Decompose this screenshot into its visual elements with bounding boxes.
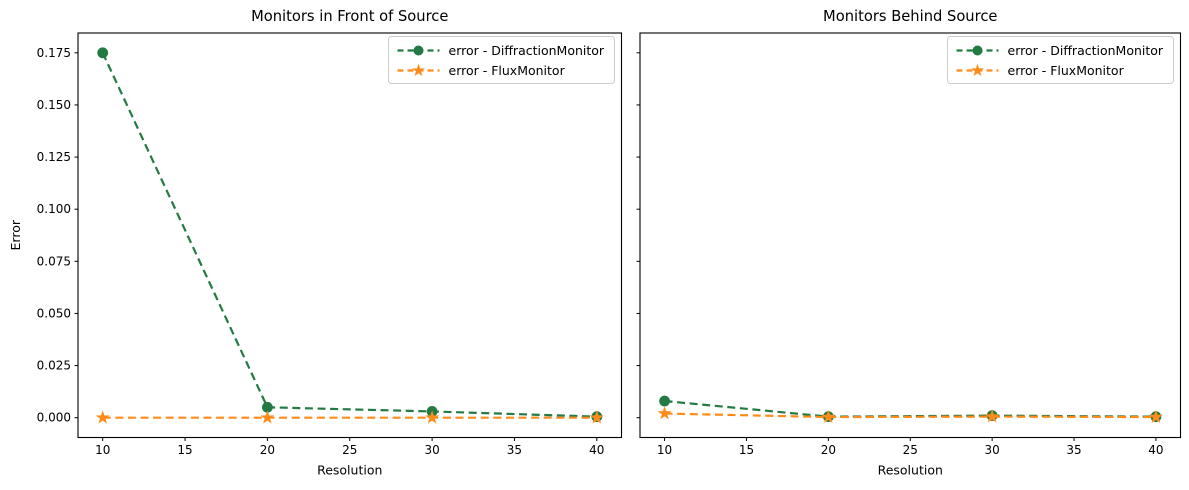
legend-circle-marker-icon bbox=[413, 45, 424, 56]
star-data-point-marker-icon bbox=[1148, 409, 1163, 423]
y-tick-label: 0.075 bbox=[37, 254, 71, 268]
legend-entry-0: error - DiffractionMonitor bbox=[397, 43, 605, 58]
legend-entry-0: error - DiffractionMonitor bbox=[956, 43, 1164, 58]
star-data-point-marker-icon bbox=[589, 410, 604, 424]
legend-label: error - DiffractionMonitor bbox=[449, 43, 605, 58]
axes-spines bbox=[639, 32, 1182, 439]
circle-data-point-marker-icon bbox=[262, 401, 273, 413]
legend-star-marker-icon bbox=[971, 63, 984, 76]
x-axis-label: Resolution bbox=[878, 463, 943, 478]
legend: error - DiffractionMonitor error - FluxMo… bbox=[388, 36, 615, 84]
y-tick-label: 0.025 bbox=[37, 359, 71, 373]
axes-spines bbox=[77, 32, 623, 439]
circle-data-point-marker-icon bbox=[659, 395, 670, 407]
subplot-0: Monitors in Front of Source 10 15 20 25 30 35 4… bbox=[8, 8, 623, 478]
x-tick-label: 40 bbox=[1148, 443, 1163, 457]
x-tick-label: 40 bbox=[589, 443, 604, 457]
y-tick-label: 0.125 bbox=[37, 150, 71, 164]
legend: error - DiffractionMonitor error - FluxMo… bbox=[947, 36, 1174, 84]
star-data-point-marker-icon bbox=[260, 410, 275, 424]
star-data-point-marker-icon bbox=[821, 409, 836, 423]
subplot-1: Monitors Behind Source 10 15 20 25 30 35 40 Reso… bbox=[636, 8, 1182, 478]
plot-title: Monitors Behind Source bbox=[823, 8, 997, 25]
y-tick-label: 0.050 bbox=[37, 306, 71, 320]
y-axis-label: Error bbox=[8, 219, 23, 250]
x-tick-label: 30 bbox=[985, 443, 1000, 457]
star-data-point-marker-icon bbox=[985, 409, 1000, 423]
y-tick-label: 0.000 bbox=[37, 411, 71, 425]
x-tick-label: 10 bbox=[657, 443, 672, 457]
plot-title: Monitors in Front of Source bbox=[251, 8, 448, 25]
x-tick-label: 35 bbox=[1066, 443, 1081, 457]
legend-label: error - FluxMonitor bbox=[1008, 63, 1125, 78]
star-data-point-marker-icon bbox=[95, 410, 110, 424]
x-tick-label: 20 bbox=[821, 443, 836, 457]
legend-entry-1: error - FluxMonitor bbox=[956, 63, 1125, 78]
x-tick-label: 25 bbox=[903, 443, 918, 457]
x-axis-label: Resolution bbox=[317, 463, 382, 478]
x-tick-label: 20 bbox=[260, 443, 275, 457]
star-data-point-marker-icon bbox=[425, 410, 440, 424]
star-data-point-marker-icon bbox=[657, 406, 672, 420]
series-line-1 bbox=[664, 412, 1156, 419]
x-tick-label: 30 bbox=[424, 443, 439, 457]
legend-label: error - DiffractionMonitor bbox=[1008, 43, 1164, 58]
y-tick-label: 0.175 bbox=[37, 46, 71, 60]
y-tick-label: 0.100 bbox=[37, 202, 71, 216]
x-tick-label: 10 bbox=[95, 443, 110, 457]
circle-data-point-marker-icon bbox=[97, 47, 109, 59]
series-line-0 bbox=[664, 399, 1156, 418]
x-tick-label: 35 bbox=[507, 443, 522, 457]
legend-star-marker-icon bbox=[412, 63, 425, 76]
legend-box bbox=[388, 36, 615, 84]
x-tick-label: 25 bbox=[342, 443, 357, 457]
x-tick-label: 15 bbox=[177, 443, 192, 457]
legend-box bbox=[947, 36, 1174, 84]
y-tick-label: 0.150 bbox=[37, 98, 71, 112]
x-tick-label: 15 bbox=[739, 443, 754, 457]
legend-circle-marker-icon bbox=[972, 45, 983, 56]
series-line-0 bbox=[101, 52, 597, 418]
legend-entry-1: error - FluxMonitor bbox=[397, 63, 566, 78]
legend-label: error - FluxMonitor bbox=[449, 63, 566, 78]
